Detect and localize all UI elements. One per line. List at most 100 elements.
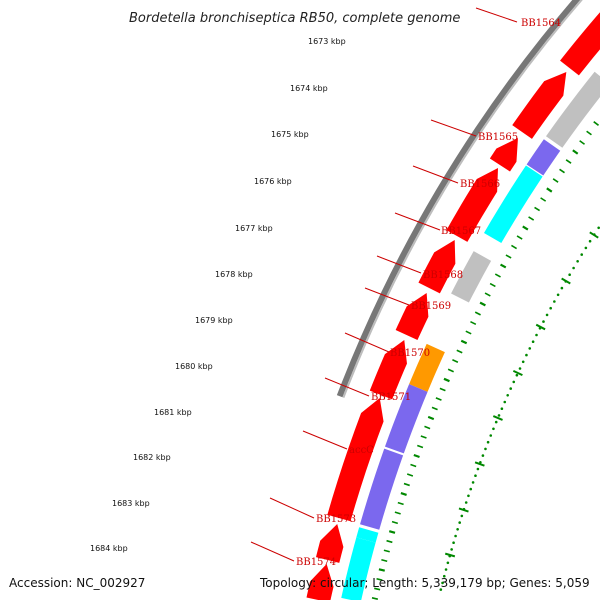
scale-dot — [521, 360, 525, 364]
cds-red-3 — [446, 168, 499, 242]
scale-tick — [447, 368, 454, 373]
scale-tick — [439, 387, 446, 392]
kbp-dash — [474, 461, 485, 467]
kbp-dash — [535, 323, 546, 331]
gene-label: BB1570 — [390, 348, 430, 359]
scale-dot — [484, 447, 487, 451]
label-leader — [302, 430, 348, 450]
gene-label: BB1571 — [371, 392, 411, 403]
scale-tick — [500, 263, 507, 269]
kbp-label: 1682 kbp — [133, 453, 171, 462]
kbp-labels: 1673 kbp 1674 kbp 1675 kbp 1676 kbp 1677… — [90, 37, 346, 553]
kbp-label: 1679 kbp — [195, 316, 233, 325]
scale-dot — [450, 548, 453, 551]
scale-tick — [465, 330, 472, 335]
map-title: Bordetella bronchiseptica RB50, complete… — [129, 11, 460, 26]
scale-tick — [552, 178, 559, 183]
gene-label: BB1567 — [441, 226, 481, 237]
kbp-dash — [512, 369, 523, 377]
scale-tick — [378, 568, 386, 572]
scale-dot — [460, 514, 464, 518]
kbp-label: 1678 kbp — [215, 270, 253, 279]
scale-tick — [417, 444, 424, 449]
kbp-label: 1680 kbp — [175, 362, 213, 371]
label-leader — [376, 255, 422, 274]
scale-tick — [391, 520, 399, 525]
scale-tick — [484, 292, 491, 297]
gene-label: BB1564 — [521, 18, 561, 29]
scale-tick — [410, 463, 417, 468]
scale-tick — [479, 301, 486, 307]
scale-tick — [376, 578, 383, 581]
cds-inner-8 — [356, 527, 379, 543]
label-leader — [394, 212, 441, 231]
scale-dot — [497, 414, 501, 417]
scale-dot — [454, 534, 457, 538]
scale-dot — [442, 574, 446, 578]
scale-tick — [397, 501, 404, 506]
scale-tick — [374, 587, 381, 591]
cds-red-2 — [489, 138, 518, 172]
cds-red-1 — [512, 72, 567, 139]
scale-tick — [403, 482, 410, 487]
scale-tick — [452, 359, 459, 363]
kbp-dash — [492, 415, 503, 421]
scale-dot — [535, 333, 538, 337]
scale-tick — [383, 549, 390, 553]
kbp-label: 1675 kbp — [271, 130, 309, 139]
scale-dot — [576, 260, 579, 263]
kbp-dash — [444, 552, 456, 558]
scale-tick — [381, 558, 388, 563]
scale-tick — [489, 282, 496, 288]
scale-tick — [586, 130, 592, 136]
scale-dot — [503, 400, 507, 404]
scale-dot — [467, 494, 470, 498]
scale-tick — [522, 225, 529, 231]
genome-summary: Topology: circular; Length: 5,339,179 bp… — [259, 576, 590, 590]
scale-dot — [439, 588, 443, 591]
scale-tick — [572, 149, 579, 155]
cds-red-6 — [369, 340, 407, 400]
scale-dot — [549, 306, 552, 310]
cds-inner-4 — [451, 251, 492, 303]
scale-dot — [500, 407, 504, 411]
scale-dot — [588, 239, 592, 243]
scale-tick — [494, 273, 501, 278]
scale-tick — [474, 311, 481, 316]
scale-dot — [476, 467, 480, 471]
scale-dot — [464, 501, 468, 504]
scale-tick — [511, 244, 518, 250]
kbp-label: 1674 kbp — [290, 84, 328, 93]
scale-dot — [469, 487, 473, 491]
scale-dot — [456, 528, 459, 531]
kbp-label: 1676 kbp — [254, 177, 292, 186]
gene-label: BB1569 — [411, 301, 451, 312]
gene-label: BB1568 — [423, 270, 463, 281]
scale-tick — [371, 597, 379, 600]
scale-dot — [471, 481, 475, 484]
scale-tick — [400, 492, 407, 496]
scale-tick — [427, 415, 435, 421]
kbp-dash — [589, 231, 599, 239]
scale-dot — [545, 313, 549, 317]
scale-dot — [441, 581, 444, 585]
scale-dot — [515, 373, 519, 377]
kbp-label: 1673 kbp — [308, 37, 346, 46]
scale-tick — [431, 406, 438, 411]
cds-inner-7 — [360, 448, 404, 530]
scale-dot — [568, 273, 571, 277]
scale-dot — [492, 427, 495, 431]
scale-tick — [424, 425, 431, 430]
label-leader — [364, 287, 410, 306]
scale-tick — [456, 349, 463, 354]
backbone-arc — [336, 0, 581, 398]
scale-tick — [546, 187, 553, 193]
label-leader — [430, 119, 477, 137]
cds-red-0 — [560, 12, 600, 76]
scale-dot — [528, 347, 532, 350]
cds-inner-5 — [409, 343, 445, 392]
scale-dot — [506, 394, 510, 397]
scale-dot — [584, 246, 588, 250]
